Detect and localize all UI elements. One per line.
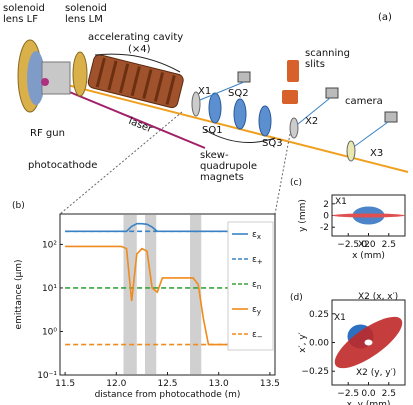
y-tick-label: 10⁻¹: [37, 371, 57, 381]
text: (a): [378, 12, 392, 23]
y-axis-label: emittance (μm): [14, 260, 24, 330]
text: X3: [370, 148, 383, 159]
sq1: [209, 93, 221, 123]
x-axis-label: x (mm): [352, 251, 385, 261]
x-axis-label: distance from photocathode (m): [95, 390, 241, 400]
text: (×4): [128, 44, 151, 55]
camera-3: [385, 112, 397, 122]
x-tick-label: 13.0: [209, 379, 229, 389]
slit-lower: [282, 90, 298, 104]
sq2: [234, 99, 246, 129]
cavity: [87, 54, 184, 109]
y-tick-label: 0.00: [309, 338, 329, 348]
beam-label: X1: [334, 313, 346, 323]
beam-label: X2: [358, 240, 370, 250]
camera-3-view: [355, 122, 388, 146]
x-tick-label: 13.5: [260, 379, 280, 389]
slit-upper: [287, 60, 299, 82]
y-tick-label: -2: [320, 223, 329, 233]
x-tick-label: 2.5: [382, 240, 396, 250]
y-tick-label: 10⁰: [42, 327, 57, 337]
y-tick-label: 10²: [42, 240, 57, 250]
y-axis-label: y (mm): [298, 199, 308, 232]
photocathode-spot: [41, 78, 49, 86]
beam-label: X1: [335, 197, 347, 207]
panel-label: (d): [290, 293, 303, 303]
x-tick-label: 12.5: [157, 379, 177, 389]
screen-x3: [347, 141, 355, 161]
beam-label: X2 (x, x′): [358, 292, 398, 302]
beam-label: X2 (y, y′): [356, 368, 396, 378]
text: SQ1: [202, 125, 223, 136]
text: X2: [305, 116, 318, 127]
camera-2: [326, 88, 338, 98]
panel-label: (c): [290, 178, 302, 188]
y-tick-label: 2: [323, 199, 329, 209]
figure: 11.5 12.0 12.5 13.0 13.5 10⁻¹ 10⁰ 10¹ 10² distanc…: [0, 0, 413, 405]
text: scanning slits: [305, 48, 355, 70]
text: camera: [345, 96, 383, 107]
text: RF gun: [30, 128, 65, 139]
x-tick-label: 0.0: [361, 389, 376, 399]
x-tick-label: 12.0: [106, 379, 126, 389]
text: SQ3: [262, 138, 283, 149]
text: accelerating cavity: [88, 32, 218, 43]
beam-x2-core: [365, 340, 373, 346]
y-axis-label: x′, y′: [298, 332, 308, 352]
shaded-region: [123, 215, 136, 374]
text: photocathode: [28, 160, 97, 171]
solenoid-lm: [73, 52, 87, 96]
x-tick-label: 11.5: [55, 379, 75, 389]
panel-label: (b): [12, 201, 25, 211]
text: solenoid lens LF: [3, 3, 53, 25]
y-tick-label: 0: [323, 211, 329, 221]
text: X1: [198, 86, 211, 97]
x-tick-label: −2.5: [337, 389, 359, 399]
y-tick-label: −0.25: [301, 367, 329, 377]
sq3: [259, 106, 271, 136]
x-tick-label: 2.5: [382, 389, 396, 399]
y-tick-label: 0.25: [309, 309, 329, 319]
text: SQ2: [228, 88, 249, 99]
camera-1: [238, 72, 250, 82]
text: solenoid lens LM: [65, 3, 125, 25]
rf-gun: [42, 62, 70, 94]
screen-x2: [290, 118, 298, 138]
beam-x2: [333, 214, 405, 218]
text: skew-quadrupole magnets: [200, 150, 280, 183]
x-axis-label: x, y (mm): [347, 400, 391, 405]
shaded-region: [145, 215, 156, 374]
legend-box: [228, 222, 273, 350]
x-tick-label: −2.5: [337, 240, 359, 250]
y-tick-label: 10¹: [42, 283, 57, 293]
